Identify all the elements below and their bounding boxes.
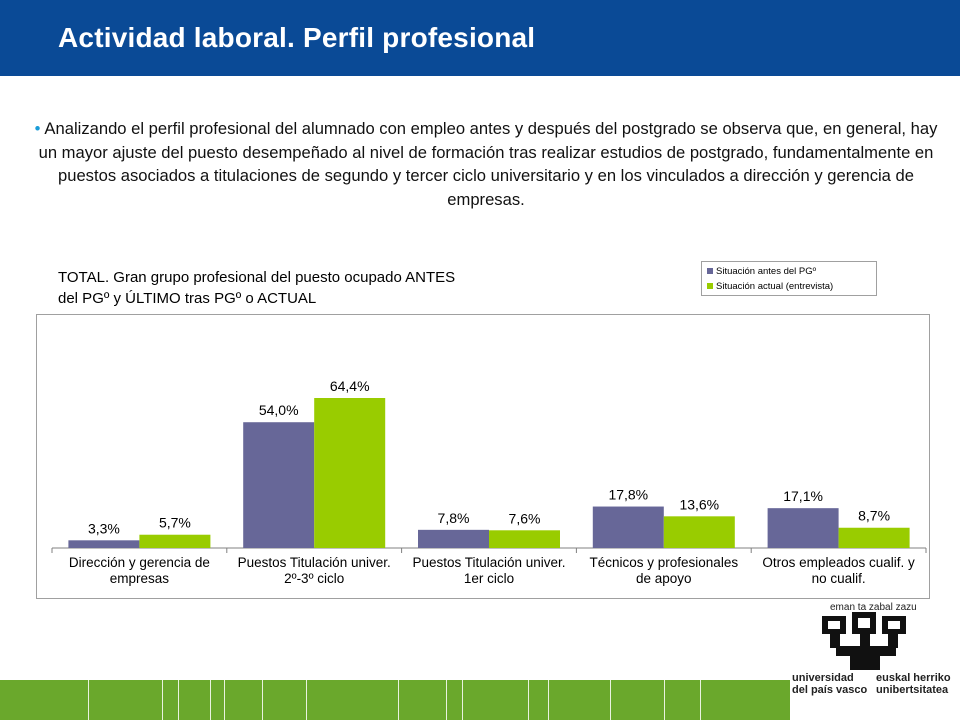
band-decoration bbox=[398, 680, 399, 720]
intro-paragraph: • Analizando el perfil profesional del al… bbox=[28, 117, 944, 211]
data-label: 17,8% bbox=[608, 487, 648, 503]
bar-before bbox=[767, 508, 839, 548]
band-decoration bbox=[262, 680, 263, 720]
logo-emblem-icon bbox=[822, 612, 906, 670]
university-logo: eman ta zabal zazu universidad del país … bbox=[790, 600, 960, 720]
category-label: 1er ciclo bbox=[464, 571, 514, 586]
data-label: 8,7% bbox=[858, 508, 890, 524]
category-label: 2º-3º ciclo bbox=[284, 571, 344, 586]
chart-title-line-2: del PGº y ÚLTIMO tras PGº o ACTUAL bbox=[58, 290, 317, 307]
legend-swatch-after bbox=[707, 283, 713, 289]
chart-title-line-1: TOTAL. Gran grupo profesional del puesto… bbox=[58, 269, 456, 286]
legend-item-after: Situación actual (entrevista) bbox=[707, 280, 833, 292]
category-label: Puestos Titulación univer. bbox=[412, 555, 565, 570]
bar-after bbox=[139, 534, 211, 548]
category-label: Otros empleados cualif. y bbox=[762, 555, 915, 570]
band-decoration bbox=[462, 680, 463, 720]
data-label: 54,0% bbox=[259, 402, 299, 418]
page-title: Actividad laboral. Perfil profesional bbox=[58, 22, 536, 53]
bar-after bbox=[663, 516, 735, 548]
logo-motto: eman ta zabal zazu bbox=[830, 602, 917, 613]
bottom-decorative-band bbox=[0, 680, 790, 720]
band-decoration bbox=[210, 680, 211, 720]
band-decoration bbox=[528, 680, 529, 720]
bar-after bbox=[314, 398, 386, 548]
bar-before bbox=[418, 529, 489, 548]
band-decoration bbox=[548, 680, 549, 720]
data-label: 7,6% bbox=[509, 510, 541, 526]
category-label: empresas bbox=[110, 571, 170, 586]
legend-item-before: Situación antes del PGº bbox=[707, 265, 816, 277]
bar-after bbox=[838, 527, 910, 548]
chart-title: TOTAL. Gran grupo profesional del puesto… bbox=[58, 267, 455, 309]
bar-before bbox=[243, 422, 315, 548]
category-label: Puestos Titulación univer. bbox=[238, 555, 391, 570]
category-label: no cualif. bbox=[812, 571, 866, 586]
logo-name-eu: euskal herriko unibertsitatea bbox=[876, 672, 951, 696]
category-label: Dirección y gerencia de bbox=[69, 555, 210, 570]
data-label: 13,6% bbox=[679, 496, 719, 512]
band-decoration bbox=[664, 680, 665, 720]
band-decoration bbox=[162, 680, 163, 720]
band-decoration bbox=[178, 680, 179, 720]
data-label: 64,4% bbox=[330, 378, 370, 394]
chart-legend: Situación antes del PGº Situación actual… bbox=[701, 261, 877, 296]
category-label: de apoyo bbox=[636, 571, 692, 586]
category-label: Técnicos y profesionales bbox=[590, 555, 739, 570]
legend-label-after: Situación actual (entrevista) bbox=[716, 280, 834, 292]
data-label: 17,1% bbox=[783, 488, 823, 504]
band-decoration bbox=[88, 680, 89, 720]
band-decoration bbox=[224, 680, 225, 720]
legend-swatch-before bbox=[707, 268, 713, 274]
bar-before bbox=[68, 540, 140, 548]
band-decoration bbox=[446, 680, 447, 720]
data-label: 5,7% bbox=[159, 515, 191, 531]
chart-plot-area bbox=[36, 314, 930, 599]
legend-label-before: Situación antes del PGº bbox=[716, 265, 817, 277]
bullet-icon: • bbox=[34, 119, 41, 138]
header-bar: Actividad laboral. Perfil profesional bbox=[0, 0, 960, 76]
data-label: 3,3% bbox=[88, 520, 120, 536]
logo-name-es: universidad del país vasco bbox=[792, 672, 868, 696]
band-decoration bbox=[610, 680, 611, 720]
data-label: 7,8% bbox=[438, 510, 470, 526]
intro-text: Analizando el perfil profesional del alu… bbox=[38, 119, 938, 209]
bar-before bbox=[592, 506, 664, 548]
band-decoration bbox=[306, 680, 307, 720]
bar-after bbox=[489, 530, 560, 548]
band-decoration bbox=[700, 680, 701, 720]
